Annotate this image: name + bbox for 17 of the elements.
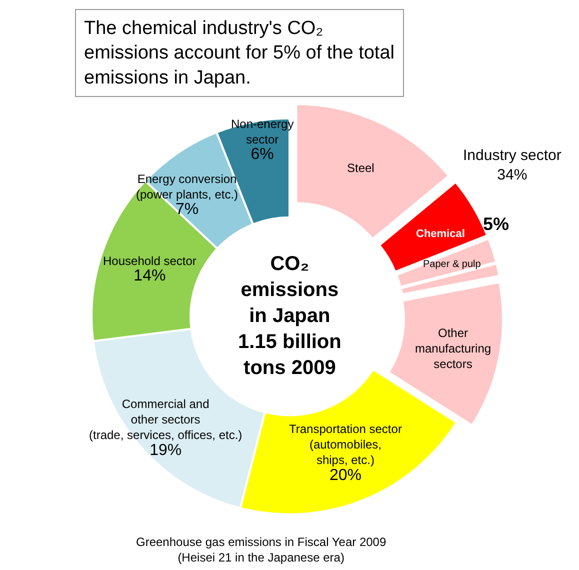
data-label: 20% [329,466,362,484]
slice-label: Commercial and other sectors (trade, services, offices, etc.) [89,397,242,442]
data-label: 7% [175,201,199,218]
data-label: 6% [250,146,274,164]
slice-label: Other manufacturing sectors [415,326,492,372]
slice-label: Chemical [416,228,465,240]
slice-label: Paper & pulp [423,259,482,270]
chart-title: The chemical industry's CO₂ emissions account for 5% of the total emissions in Japan. [84,18,394,88]
slice-label: Transportation sector (automobiles, ships, etc.) [289,422,402,468]
slice-label: Household sector [103,254,196,268]
data-label: 19% [150,442,182,459]
data-label: 14% [134,268,166,285]
text: Industry sector 34% [463,147,562,184]
data-label: 5% [483,214,510,234]
slice-label: Steel [347,161,374,175]
text: CO₂ emissions in Japan 1.15 billion tons 2009 [238,253,342,379]
text: Greenhouse gas emissions in Fiscal Year 2009 (Heisei 21 in the Japanese era) [136,535,386,565]
